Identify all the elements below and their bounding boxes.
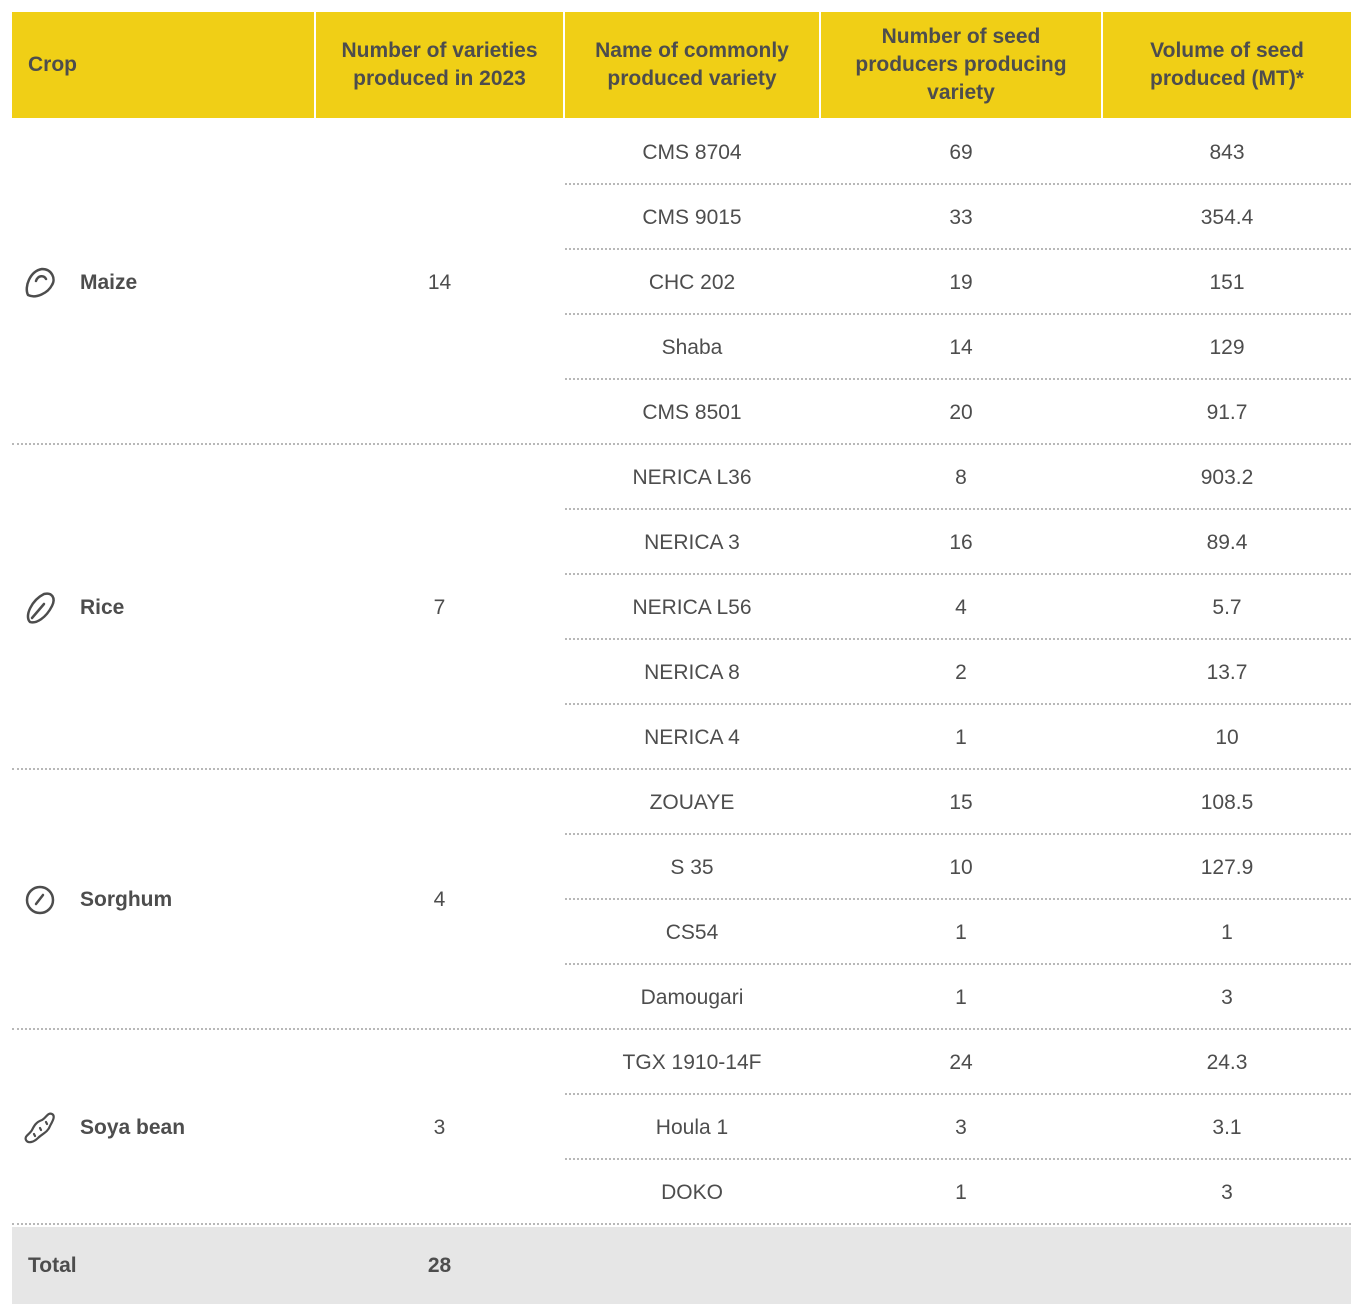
producers: 69 — [949, 140, 973, 164]
producers: 1 — [955, 985, 967, 1009]
variety-name: Shaba — [661, 335, 723, 359]
producers: 8 — [955, 465, 967, 489]
crop-cell: Maize — [22, 250, 312, 315]
volume: 89.4 — [1206, 530, 1248, 554]
crop-name: Sorghum — [80, 888, 173, 911]
producers: 1 — [955, 1180, 967, 1204]
volume: 3 — [1221, 985, 1233, 1009]
row-divider — [565, 963, 1351, 965]
group-divider — [12, 1028, 1351, 1030]
volume: 1 — [1221, 920, 1233, 944]
producers: 20 — [949, 400, 973, 424]
row-divider — [565, 1093, 1351, 1095]
variety-count: 14 — [427, 270, 452, 294]
variety-count: 7 — [433, 595, 446, 619]
volume: 127.9 — [1200, 855, 1254, 879]
header-cell: Volume of seed produced (MT)* — [1103, 12, 1351, 118]
crop-cell: Rice — [22, 575, 312, 640]
volume: 13.7 — [1206, 660, 1248, 684]
maize-icon — [25, 267, 55, 297]
total-value: 28 — [427, 1253, 452, 1277]
volume: 5.7 — [1212, 595, 1242, 619]
header-cell: Name of commonly produced variety — [565, 12, 819, 118]
row-divider — [565, 183, 1351, 185]
crop-cell: Sorghum — [22, 868, 312, 933]
variety-name: ZOUAYE — [649, 790, 735, 814]
total-label: Total — [28, 1253, 77, 1277]
volume: 3 — [1221, 1180, 1233, 1204]
row-divider — [565, 638, 1351, 640]
variety-name: NERICA 4 — [644, 725, 740, 749]
variety-name: Houla 1 — [655, 1115, 729, 1139]
variety-name: NERICA 3 — [644, 530, 740, 554]
crop-name: Soya bean — [80, 1115, 186, 1139]
producers: 2 — [955, 660, 967, 684]
variety-name: TGX 1910-14F — [622, 1050, 762, 1074]
row-divider — [565, 1158, 1351, 1160]
header-cell: Number of seed producers producing varie… — [821, 12, 1101, 118]
variety-name: DOKO — [661, 1180, 723, 1204]
crop-name: Maize — [80, 270, 138, 294]
soya-icon — [24, 1112, 55, 1143]
variety-name: NERICA L56 — [632, 595, 752, 619]
row-divider — [565, 703, 1351, 705]
producers: 16 — [949, 530, 973, 554]
producers: 4 — [955, 595, 967, 619]
volume: 3.1 — [1212, 1115, 1242, 1139]
header-cell: Crop — [12, 12, 314, 118]
total-row — [12, 1227, 1351, 1304]
variety-name: Damougari — [640, 985, 744, 1009]
volume: 108.5 — [1200, 790, 1254, 814]
group-divider — [12, 1223, 1351, 1225]
variety-count: 4 — [433, 888, 446, 911]
producers: 19 — [949, 270, 973, 294]
crop-name: Rice — [80, 595, 125, 619]
row-divider — [565, 313, 1351, 315]
variety-name: S 35 — [670, 855, 714, 879]
row-divider — [565, 833, 1351, 835]
row-divider — [565, 508, 1351, 510]
volume: 10 — [1215, 725, 1239, 749]
row-divider — [565, 898, 1351, 900]
row-divider — [565, 248, 1351, 250]
volume: 354.4 — [1200, 205, 1254, 229]
group-divider — [12, 768, 1351, 770]
producers: 1 — [955, 725, 967, 749]
volume: 129 — [1209, 335, 1245, 359]
volume: 91.7 — [1206, 400, 1248, 424]
producers: 1 — [955, 920, 967, 944]
crop-cell: Soya bean — [22, 1095, 312, 1160]
variety-name: CMS 9015 — [642, 205, 742, 229]
variety-name: NERICA L36 — [632, 465, 752, 489]
producers: 24 — [949, 1050, 973, 1074]
volume: 24.3 — [1206, 1050, 1248, 1074]
variety-name: CHC 202 — [648, 270, 736, 294]
producers: 15 — [949, 790, 973, 814]
header-cell: Number of varieties produced in 2023 — [316, 12, 563, 118]
variety-name: CMS 8501 — [642, 400, 742, 424]
row-divider — [565, 573, 1351, 575]
producers: 3 — [955, 1115, 967, 1139]
variety-name: NERICA 8 — [644, 660, 740, 684]
volume: 903.2 — [1200, 465, 1254, 489]
sorghum-icon — [25, 885, 55, 915]
volume: 151 — [1209, 270, 1245, 294]
variety-name: CS54 — [665, 920, 719, 944]
volume: 843 — [1209, 140, 1245, 164]
variety-count: 3 — [433, 1115, 446, 1139]
group-divider — [12, 443, 1351, 445]
producers: 33 — [949, 205, 973, 229]
producers: 10 — [949, 855, 973, 879]
rice-icon — [26, 591, 55, 624]
variety-name: CMS 8704 — [642, 140, 742, 164]
row-divider — [565, 378, 1351, 380]
producers: 14 — [949, 335, 973, 359]
